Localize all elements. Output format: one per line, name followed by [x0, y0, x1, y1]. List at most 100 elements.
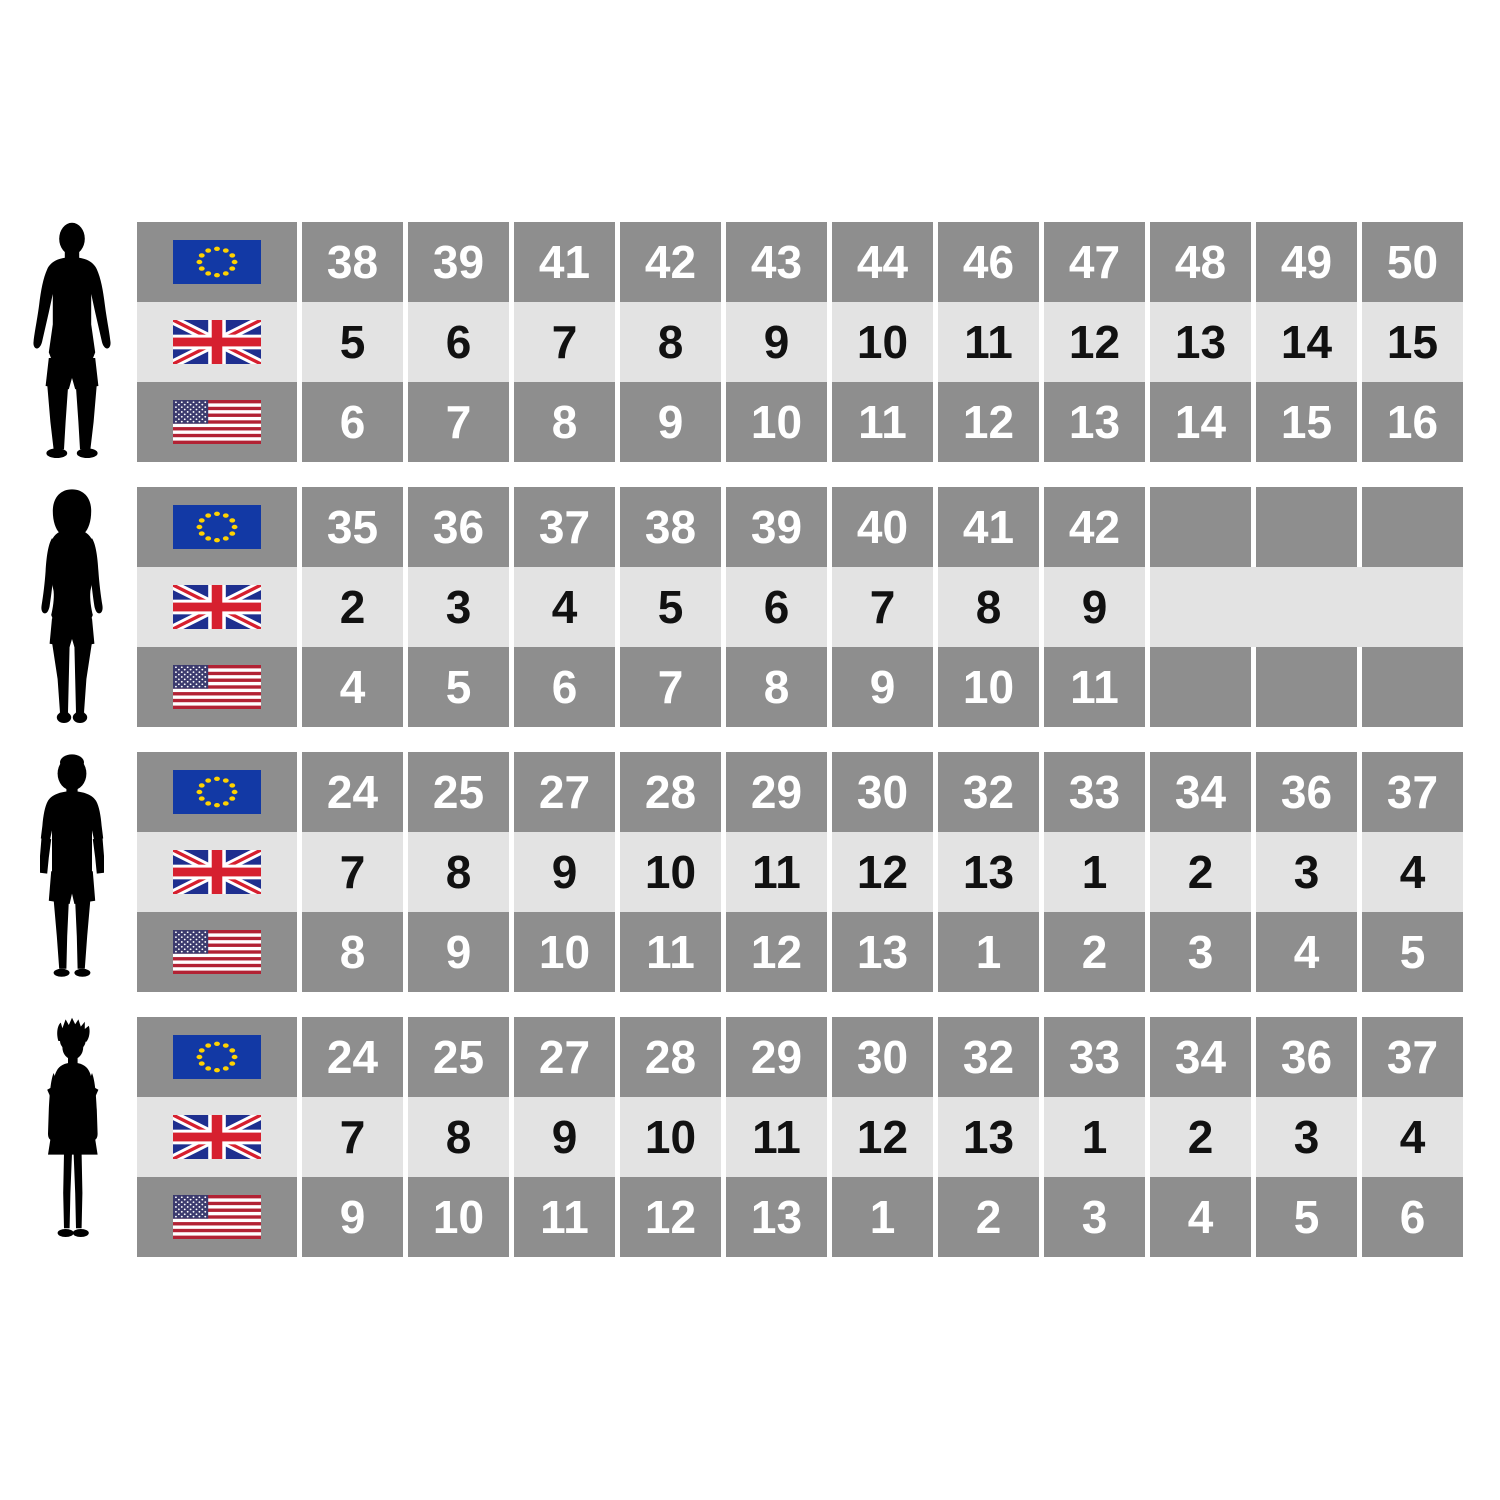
size-cell-girls-uk: 13: [938, 1097, 1039, 1177]
size-cell-women-uk: 5: [620, 567, 721, 647]
uk-flag-icon: [173, 585, 261, 629]
girl-silhouette: [22, 1017, 122, 1257]
size-cell-girls-uk: 1: [1044, 1097, 1145, 1177]
size-cell-women-eu: 40: [832, 487, 933, 567]
size-cell-women-us: 7: [620, 647, 721, 727]
size-cell-men-us: 12: [938, 382, 1039, 462]
size-cell-boys-uk: 4: [1362, 832, 1463, 912]
uk-flag-cell: [137, 567, 297, 647]
size-cell-boys-uk: 11: [726, 832, 827, 912]
size-cell-boys-eu: 32: [938, 752, 1039, 832]
size-cell-boys-us: 9: [408, 912, 509, 992]
size-cell-girls-eu: 24: [302, 1017, 403, 1097]
size-cell-girls-eu: 36: [1256, 1017, 1357, 1097]
size-cell-boys-uk: 1: [1044, 832, 1145, 912]
size-cell-men-us: 8: [514, 382, 615, 462]
size-cell-boys-us: 11: [620, 912, 721, 992]
us-flag-icon: [173, 400, 261, 444]
size-cell-women-us: 8: [726, 647, 827, 727]
size-cell-boys-uk: 13: [938, 832, 1039, 912]
size-cell-girls-us: 4: [1150, 1177, 1251, 1257]
size-cell-men-uk: 11: [938, 302, 1039, 382]
size-cell-girls-us: 12: [620, 1177, 721, 1257]
size-cell-boys-us: 5: [1362, 912, 1463, 992]
uk-flag-cell: [137, 1097, 297, 1177]
us-flag-icon: [173, 665, 261, 709]
size-cell-girls-us: 6: [1362, 1177, 1463, 1257]
us-flag-cell: [137, 647, 297, 727]
size-cell-girls-eu: 32: [938, 1017, 1039, 1097]
size-table-men: 38 39 41 42 43 44 46 47 48 49 50 5 6 7 8 9 10 11 12 13 14 15…: [137, 222, 1463, 462]
size-cell-boys-us: 1: [938, 912, 1039, 992]
size-cell-girls-uk: 8: [408, 1097, 509, 1177]
woman-silhouette: [22, 487, 122, 727]
uk-flag-cell: [137, 302, 297, 382]
size-cell-boys-eu: 30: [832, 752, 933, 832]
size-cell-boys-eu: 29: [726, 752, 827, 832]
size-cell-men-uk: 5: [302, 302, 403, 382]
size-cell-women-us: 6: [514, 647, 615, 727]
size-cell-men-eu: 49: [1256, 222, 1357, 302]
uk-flag-icon: [173, 320, 261, 364]
size-cell-girls-eu: 34: [1150, 1017, 1251, 1097]
size-cell-boys-us: 12: [726, 912, 827, 992]
eu-flag-icon: [173, 1035, 261, 1079]
size-cell-men-uk: 12: [1044, 302, 1145, 382]
size-cell-men-us: 9: [620, 382, 721, 462]
size-cell-boys-us: 10: [514, 912, 615, 992]
size-cell-girls-uk: 7: [302, 1097, 403, 1177]
size-cell-girls-us: 1: [832, 1177, 933, 1257]
size-cell-men-uk: 15: [1362, 302, 1463, 382]
size-cell-men-eu: 38: [302, 222, 403, 302]
size-cell-men-us: 16: [1362, 382, 1463, 462]
size-cell-women-us: 5: [408, 647, 509, 727]
size-cell-boys-eu: 27: [514, 752, 615, 832]
eu-flag-icon: [173, 770, 261, 814]
size-cell-men-us: 11: [832, 382, 933, 462]
size-cell-men-eu: 42: [620, 222, 721, 302]
size-cell-women-uk: 4: [514, 567, 615, 647]
size-cell-girls-uk: 11: [726, 1097, 827, 1177]
size-cell-boys-uk: 3: [1256, 832, 1357, 912]
empty-band: [1150, 567, 1463, 647]
size-cell-boys-eu: 37: [1362, 752, 1463, 832]
size-cell-women-uk: 6: [726, 567, 827, 647]
size-cell-girls-us: 9: [302, 1177, 403, 1257]
size-cell-girls-uk: 12: [832, 1097, 933, 1177]
us-flag-cell: [137, 1177, 297, 1257]
man-silhouette-icon: [33, 222, 111, 458]
size-cell-men-us: 7: [408, 382, 509, 462]
size-cell-men-uk: 8: [620, 302, 721, 382]
eu-flag-icon: [173, 240, 261, 284]
size-cell-women-uk: 7: [832, 567, 933, 647]
size-cell-men-eu: 41: [514, 222, 615, 302]
size-cell-men-uk: 6: [408, 302, 509, 382]
size-cell-boys-uk: 8: [408, 832, 509, 912]
section-men: 38 39 41 42 43 44 46 47 48 49 50 5 6 7 8 9 10 11 12 13 14 15…: [0, 222, 1500, 462]
size-cell-men-us: 15: [1256, 382, 1357, 462]
section-girls: 24 25 27 28 29 30 32 33 34 36 37 7 8 9 10 11 12 13 1 2 3 4 9…: [0, 1017, 1500, 1257]
size-cell-boys-us: 8: [302, 912, 403, 992]
size-cell-girls-us: 11: [514, 1177, 615, 1257]
size-cell-men-uk: 14: [1256, 302, 1357, 382]
size-cell-boys-uk: 2: [1150, 832, 1251, 912]
size-cell-women-uk: 3: [408, 567, 509, 647]
size-cell-girls-eu: 28: [620, 1017, 721, 1097]
size-cell-girls-us: 5: [1256, 1177, 1357, 1257]
eu-flag-icon: [173, 505, 261, 549]
size-cell-girls-uk: 4: [1362, 1097, 1463, 1177]
size-cell-men-eu: 44: [832, 222, 933, 302]
size-cell-men-uk: 13: [1150, 302, 1251, 382]
size-cell-girls-eu: 29: [726, 1017, 827, 1097]
size-cell-men-us: 10: [726, 382, 827, 462]
size-cell-boys-uk: 12: [832, 832, 933, 912]
size-cell-women-us: 4: [302, 647, 403, 727]
section-boys: 24 25 27 28 29 30 32 33 34 36 37 7 8 9 10 11 12 13 1 2 3 4 8…: [0, 752, 1500, 992]
uk-flag-icon: [173, 1115, 261, 1159]
us-flag-cell: [137, 912, 297, 992]
size-cell-women-eu: 35: [302, 487, 403, 567]
size-cell-boys-uk: 10: [620, 832, 721, 912]
uk-flag-icon: [173, 850, 261, 894]
